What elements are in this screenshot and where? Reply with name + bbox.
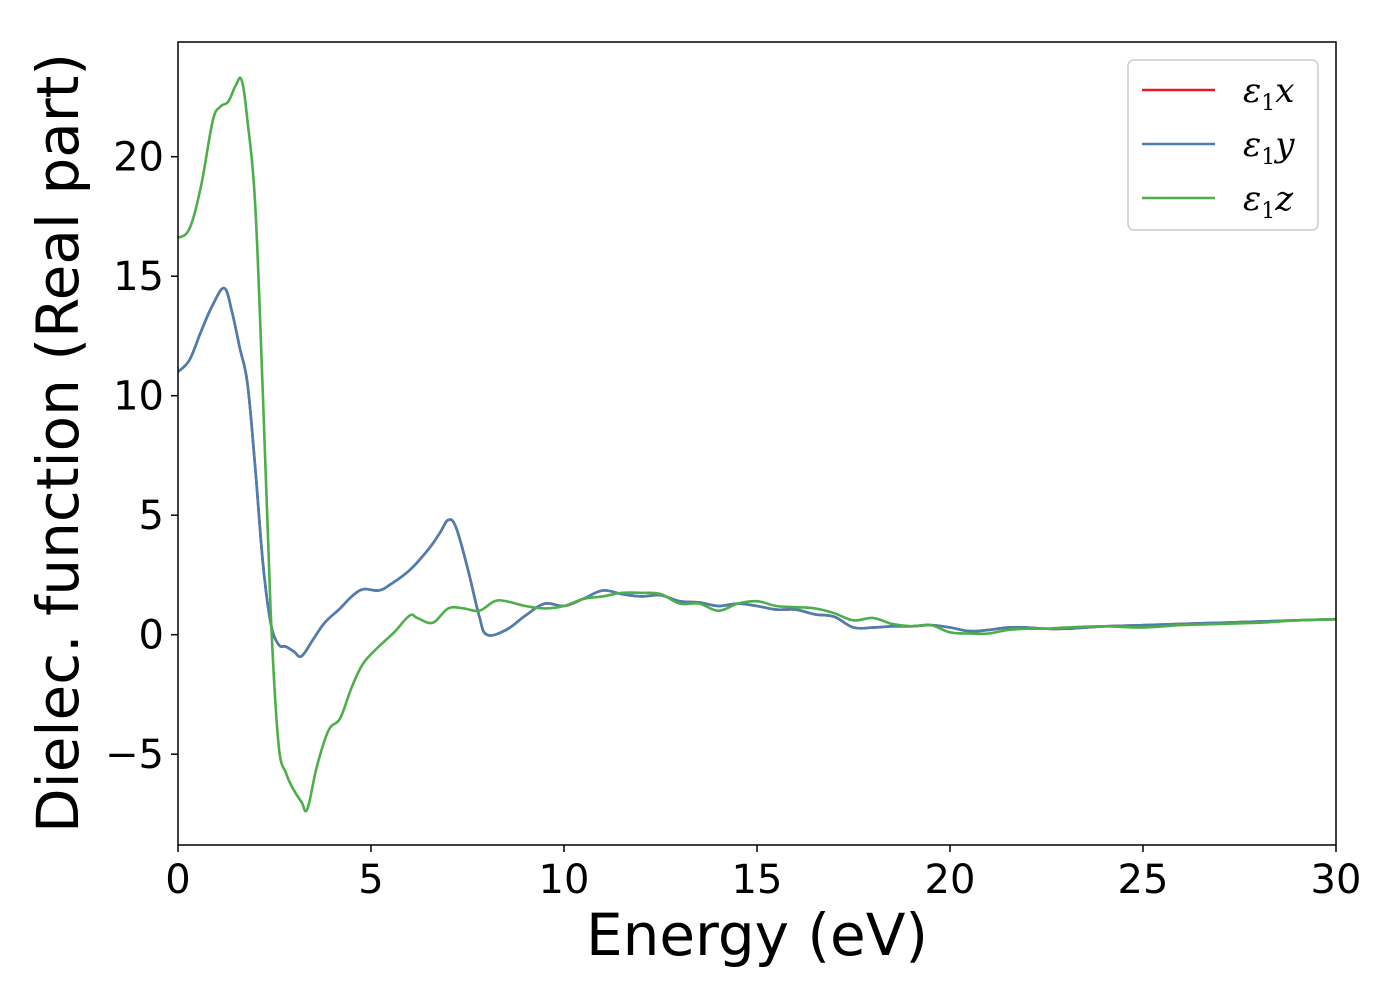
y-tick-label: 10 — [113, 374, 164, 420]
y-tick-label: 20 — [113, 135, 164, 181]
legend-label-eps1-z: ε1z — [1243, 179, 1294, 224]
x-tick-label: 30 — [1311, 857, 1362, 903]
x-tick-label: 25 — [1118, 857, 1169, 903]
series-line-eps1-z — [178, 76, 1336, 813]
y-tick-label: 0 — [139, 613, 164, 659]
legend-items: ε1x ε1y ε1z — [1142, 71, 1295, 224]
legend: ε1x ε1y ε1z — [1127, 59, 1319, 231]
x-tick-label: 10 — [539, 857, 590, 903]
x-tick-label: 15 — [732, 857, 783, 903]
y-tick-label: −5 — [105, 732, 164, 778]
legend-box — [1127, 59, 1319, 231]
y-axis-label: Dielec. function (Real part) — [24, 53, 92, 833]
x-tick-label: 20 — [925, 857, 976, 903]
ticks-layer: 0 5 10 15 20 25 30 −5 0 5 10 15 20 — [105, 135, 1361, 903]
series-layer — [178, 76, 1336, 813]
x-axis-label: Energy (eV) — [586, 901, 928, 969]
x-tick-label: 0 — [165, 857, 190, 903]
y-tick-label: 15 — [113, 254, 164, 300]
y-tick-label: 5 — [139, 493, 164, 539]
legend-label-eps1-y: ε1y — [1243, 125, 1295, 170]
x-tick-label: 5 — [358, 857, 383, 903]
legend-label-eps1-x: ε1x — [1243, 71, 1294, 116]
